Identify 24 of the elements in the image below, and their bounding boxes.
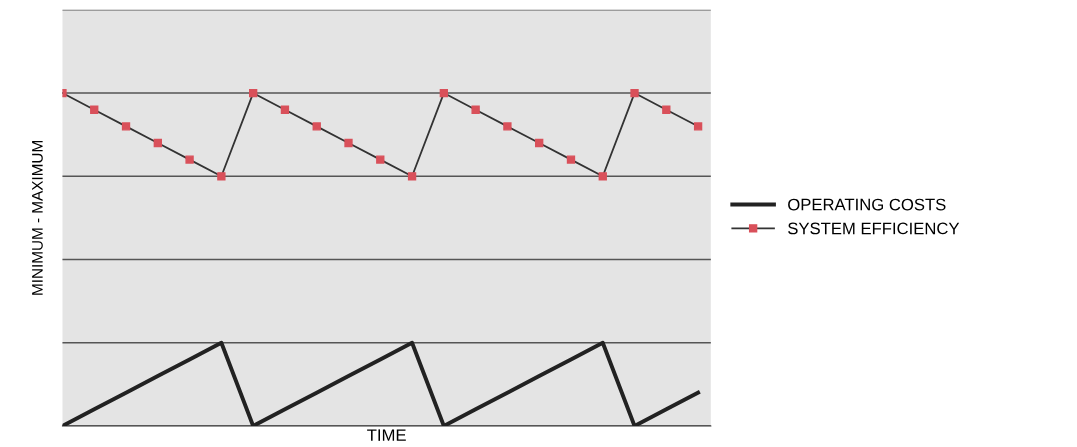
point xyxy=(662,105,671,114)
point xyxy=(344,138,353,148)
point xyxy=(407,172,417,181)
x-axis-title: TIME xyxy=(367,429,406,441)
point xyxy=(598,172,607,181)
point xyxy=(90,105,99,114)
point xyxy=(439,88,449,98)
point xyxy=(471,105,480,114)
point xyxy=(153,138,162,148)
y-axis-title: MINIMUM - MAXIMUM xyxy=(32,141,43,295)
point xyxy=(566,155,576,164)
point xyxy=(248,88,258,98)
point xyxy=(217,172,226,181)
legend-label: OPERATING COSTS xyxy=(788,198,946,211)
point xyxy=(121,122,131,131)
point xyxy=(280,105,290,114)
point xyxy=(312,122,321,131)
point xyxy=(376,155,385,164)
point xyxy=(693,122,703,131)
legend-label: SYSTEM EFFICIENCY xyxy=(788,222,960,235)
point xyxy=(535,138,544,148)
point xyxy=(630,88,639,98)
point xyxy=(185,155,194,164)
point xyxy=(503,122,512,131)
